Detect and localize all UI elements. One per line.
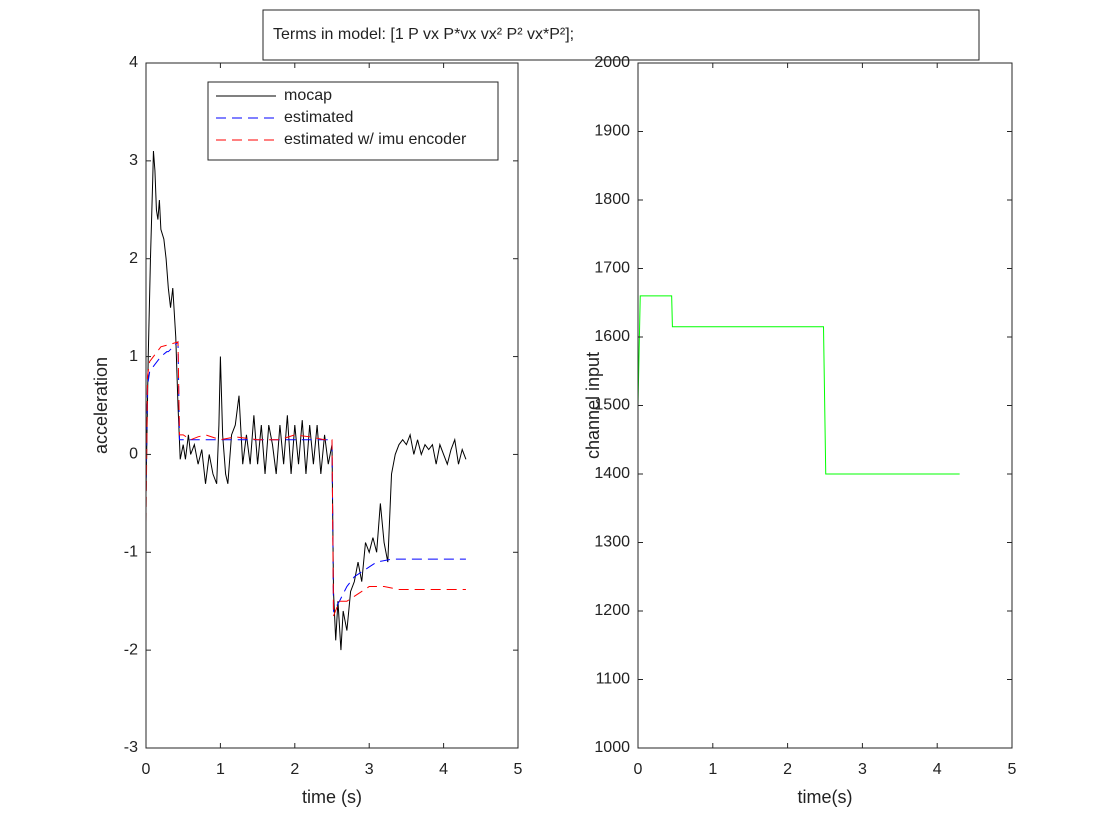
y-tick-label: -1 [124, 544, 138, 561]
y-axis-label: acceleration [91, 357, 111, 454]
y-tick-label: 1100 [596, 671, 631, 688]
y-tick-label: 1600 [594, 328, 630, 345]
x-axis-label: time (s) [302, 787, 362, 807]
x-tick-label: 5 [514, 761, 523, 778]
x-tick-label: 4 [439, 761, 448, 778]
legend-label: estimated [284, 109, 353, 126]
y-tick-label: 1400 [594, 465, 630, 482]
annotation: Terms in model: [1 P vx P*vx vx² P² vx*P… [273, 26, 574, 43]
y-tick-label: 0 [129, 446, 138, 463]
x-tick-label: 5 [1008, 761, 1017, 778]
plot-layer [638, 295, 960, 475]
legend-label: estimated w/ imu encoder [284, 131, 467, 148]
y-tick-label: 1800 [594, 191, 630, 208]
x-tick-label: 1 [216, 761, 225, 778]
plot-area [146, 63, 518, 748]
y-tick-label: 3 [129, 152, 138, 169]
y-tick-label: 1900 [594, 123, 630, 140]
legend-box [207, 81, 499, 161]
y-tick-label: 1300 [594, 534, 630, 551]
x-tick-label: 0 [634, 761, 643, 778]
y-tick-label: 1000 [594, 739, 630, 756]
y-tick-label: -2 [124, 641, 138, 658]
annotation-box [262, 9, 980, 61]
x-tick-label: 1 [708, 761, 717, 778]
x-tick-label: 2 [290, 761, 299, 778]
y-tick-label: -3 [124, 739, 138, 756]
x-tick-label: 3 [858, 761, 867, 778]
y-tick-label: 2 [129, 250, 138, 267]
y-tick-label: 1700 [594, 260, 630, 277]
y-tick-label: 1 [129, 348, 138, 365]
y-tick-label: 2000 [594, 54, 630, 71]
x-tick-label: 2 [783, 761, 792, 778]
x-tick-label: 4 [933, 761, 942, 778]
y-tick-label: 1200 [594, 602, 630, 619]
x-tick-label: 3 [365, 761, 374, 778]
x-axis-label: time(s) [798, 787, 853, 807]
series-line [146, 340, 466, 613]
plot-layer [146, 151, 467, 651]
legend-label: mocap [284, 87, 332, 104]
y-tick-label: 1500 [594, 397, 630, 414]
y-tick-label: 4 [129, 54, 138, 71]
axes-frame [145, 62, 519, 749]
x-tick-label: 0 [142, 761, 151, 778]
series-line [638, 295, 960, 475]
y-axis-label: channel input [583, 352, 603, 459]
